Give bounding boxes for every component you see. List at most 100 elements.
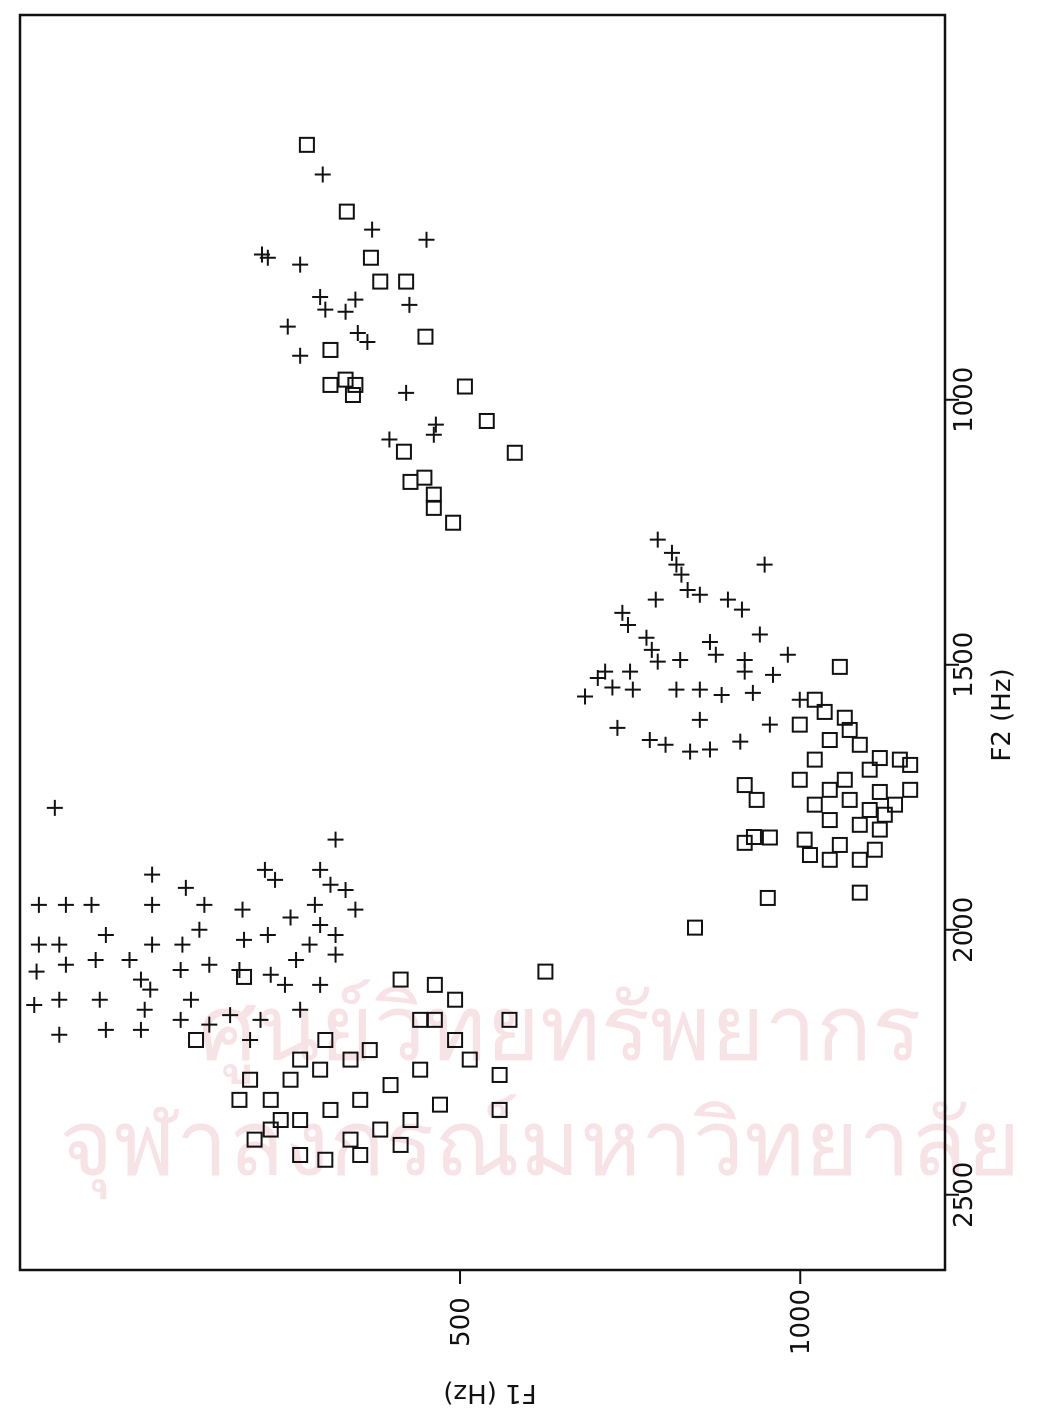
plus-point <box>765 667 781 683</box>
plus-point <box>58 957 74 973</box>
square-point <box>688 921 702 935</box>
plus-point <box>137 1002 153 1018</box>
plus-point <box>692 712 708 728</box>
plus-point <box>642 732 658 748</box>
plus-point <box>122 952 138 968</box>
square-point <box>446 516 460 530</box>
square-point <box>458 380 472 394</box>
square-point <box>750 793 764 807</box>
y-axis-label: F1 (Hz) <box>443 1378 536 1408</box>
plus-point <box>347 902 363 918</box>
square-point <box>738 836 752 850</box>
square-point <box>747 830 761 844</box>
plus-point <box>191 922 207 938</box>
plus-point <box>692 682 708 698</box>
plus-point <box>84 897 100 913</box>
plus-point <box>577 689 593 705</box>
plus-point <box>338 882 354 898</box>
plus-point <box>307 897 323 913</box>
plus-point <box>347 292 363 308</box>
plus-point <box>658 737 674 753</box>
square-point <box>903 783 917 797</box>
plus-point <box>328 832 344 848</box>
square-point <box>873 785 887 799</box>
plus-point <box>419 232 435 248</box>
plus-point <box>31 937 47 953</box>
plus-point <box>734 602 750 618</box>
plus-point <box>283 910 299 926</box>
plus-point <box>359 334 375 350</box>
plus-point <box>401 297 417 313</box>
plus-point <box>51 1027 67 1043</box>
plus-point <box>292 257 308 273</box>
plus-point <box>58 897 74 913</box>
plus-point <box>174 937 190 953</box>
square-point <box>823 853 837 867</box>
square-point <box>761 891 775 905</box>
square-point <box>893 753 907 767</box>
square-point <box>323 378 337 392</box>
square-point <box>508 446 522 460</box>
square-point <box>427 488 441 502</box>
plus-point <box>88 952 104 968</box>
plus-point <box>51 992 67 1008</box>
plus-point <box>426 427 442 443</box>
x-axis-label: F2 (Hz) <box>987 668 1017 761</box>
square-point <box>803 848 817 862</box>
plus-point <box>720 592 736 608</box>
plus-point <box>31 897 47 913</box>
plus-point <box>292 348 308 364</box>
square-point <box>417 471 431 485</box>
square-point <box>339 373 353 387</box>
square-point <box>833 838 847 852</box>
plus-point <box>144 897 160 913</box>
plus-point <box>604 680 620 696</box>
plus-point <box>144 867 160 883</box>
plus-point <box>47 800 63 816</box>
square-point <box>868 843 882 857</box>
plus-point <box>328 927 344 943</box>
y-tick-label: 1000 <box>786 1289 816 1355</box>
plus-point <box>196 897 212 913</box>
x-tick-label: 2000 <box>949 897 979 963</box>
plus-point <box>92 992 108 1008</box>
plus-point <box>98 927 114 943</box>
square-point <box>878 808 892 822</box>
plus-point <box>398 385 414 401</box>
square-point <box>798 833 812 847</box>
plus-point <box>428 417 444 433</box>
plus-point <box>312 862 328 878</box>
plus-point <box>302 937 318 953</box>
plus-point <box>672 652 688 668</box>
square-point <box>763 831 777 845</box>
plus-point <box>682 744 698 760</box>
square-point <box>823 813 837 827</box>
plus-point <box>745 685 761 701</box>
square-point <box>373 275 387 289</box>
square-point <box>403 475 417 489</box>
square-point <box>853 818 867 832</box>
plus-point <box>625 682 641 698</box>
square-point <box>823 783 837 797</box>
square-point <box>873 823 887 837</box>
square-point <box>838 773 852 787</box>
plus-point <box>737 664 753 680</box>
plus-point <box>648 592 664 608</box>
plus-point <box>280 319 296 335</box>
square-point <box>738 778 752 792</box>
plus-point <box>322 877 338 893</box>
square-point <box>399 275 413 289</box>
square-point <box>853 886 867 900</box>
plus-point <box>267 872 283 888</box>
square-point <box>427 501 441 515</box>
square-point <box>903 758 917 772</box>
plus-point <box>133 1022 149 1038</box>
plus-point <box>315 167 331 183</box>
square-point <box>833 660 847 674</box>
square-point <box>793 773 807 787</box>
plus-point <box>260 927 276 943</box>
plus-point <box>173 962 189 978</box>
plus-point <box>144 937 160 953</box>
plus-point <box>714 687 730 703</box>
plus-point <box>312 917 328 933</box>
